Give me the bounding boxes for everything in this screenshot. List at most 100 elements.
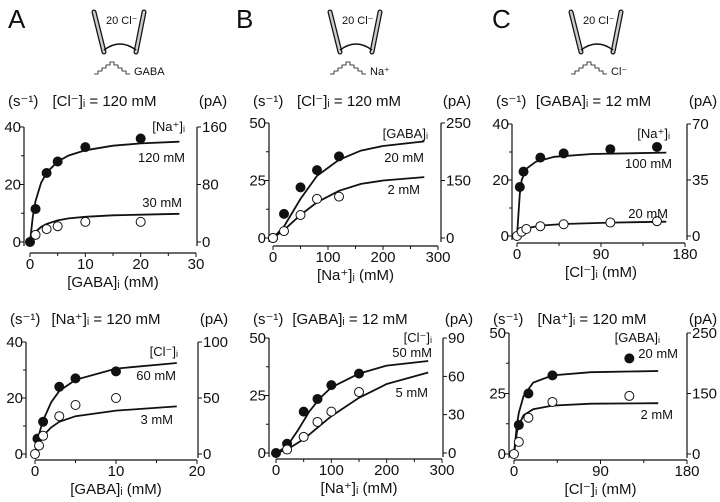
y2-tick-label: 150: [446, 173, 471, 190]
pipette-left-fill: [92, 10, 106, 54]
y2-tick-label: 0: [446, 230, 454, 247]
y2-tick-label: 90: [448, 330, 465, 347]
series-open: 2 mM: [509, 390, 673, 459]
data-point-open: [605, 217, 616, 228]
x-axis-label: [Cl⁻]ᵢ (mM): [565, 481, 637, 498]
x-axis-label: [Na⁺]ᵢ (mM): [317, 267, 394, 284]
fit-curve: [513, 402, 659, 455]
chart-panel: (s⁻¹) [Na⁺]ᵢ = 120 mM (pA) [Cl⁻]ᵢ (mM) 0 25 50…: [489, 311, 717, 498]
chart-panel: (s⁻¹) [GABA]ᵢ = 12 mM (pA) [Na⁺]ᵢ (mM) 0 25 50…: [249, 311, 473, 497]
x-tick-label: 10: [108, 463, 125, 480]
y-axis-unit-left: (s⁻¹): [253, 311, 283, 328]
chart-panel: (s⁻¹) [GABA]ᵢ = 12 mM (pA) [Cl⁻]ᵢ (mM) 0 20 40…: [492, 93, 717, 281]
series-filled: 20 mM: [513, 346, 678, 455]
data-point-open: [312, 416, 323, 427]
chart-panel: (s⁻¹) [Na⁺]ᵢ = 120 mM (pA)[GABA]ᵢ (mM)0204…: [6, 311, 228, 498]
data-point-open: [38, 430, 49, 441]
data-point-open: [298, 431, 309, 442]
y-tick-label: 40: [492, 116, 509, 133]
x-tick-label: 180: [674, 463, 699, 480]
y2-tick-label: 250: [446, 115, 471, 132]
panel-letter: A: [8, 4, 26, 34]
x-tick-label: 200: [374, 462, 399, 479]
x-tick-label: 200: [370, 249, 395, 266]
fit-curve: [29, 212, 180, 243]
data-point-filled: [624, 353, 635, 364]
data-point-open: [282, 444, 293, 455]
series-filled: 120 mM: [25, 133, 185, 247]
y-axis-unit-right: (pA): [689, 93, 717, 110]
y-axis-unit-right: (pA): [445, 311, 473, 328]
panel-letter: C: [492, 4, 511, 34]
data-point-filled: [279, 208, 289, 219]
membrane-patch-icon: [103, 43, 137, 51]
fit-curve: [275, 360, 429, 454]
x-tick-label: 0: [269, 249, 277, 266]
membrane-patch-icon: [339, 43, 373, 51]
membrane-patch-icon: [580, 43, 614, 51]
data-point-filled: [535, 152, 546, 163]
y-axis-unit-left: (s⁻¹): [8, 93, 38, 110]
legend-title: [GABA]ᵢ: [383, 126, 428, 141]
data-point-open: [135, 216, 146, 227]
legend-title: [Na⁺]ᵢ: [637, 126, 670, 141]
series-filled: 50 mM: [271, 345, 432, 458]
y-tick-label: 25: [489, 386, 506, 403]
x-tick-label: 100: [319, 462, 344, 479]
y-tick-label: 50: [249, 330, 266, 347]
series-label: 20 mM: [628, 206, 668, 221]
x-tick-label: 10: [77, 256, 94, 273]
fit-curve: [272, 140, 425, 239]
data-point-open: [326, 406, 337, 417]
pipette-right-fill: [134, 10, 146, 54]
series-filled: 100 mM: [514, 141, 672, 237]
condition-label: [GABA]ᵢ = 12 mM: [536, 93, 651, 110]
condition-label: [Cl⁻]ᵢ = 120 mM: [52, 93, 156, 110]
data-point-open: [523, 412, 534, 423]
condition-label: [Na⁺]ᵢ = 120 mM: [537, 311, 646, 328]
x-tick-label: 30: [188, 256, 205, 273]
data-point-filled: [52, 156, 63, 167]
concentration-steps-icon: [94, 61, 130, 75]
data-point-open: [535, 221, 546, 232]
y-axis-unit-right: (pA): [443, 93, 471, 110]
data-point-open: [547, 396, 558, 407]
y2-tick-label: 0: [448, 445, 456, 462]
series-open: 20 mM: [512, 206, 668, 241]
y-tick-label: 20: [4, 177, 21, 194]
y-tick-label: 25: [249, 388, 266, 405]
data-point-filled: [38, 416, 49, 427]
data-point-open: [295, 210, 306, 220]
series-label: 50 mM: [392, 345, 432, 360]
x-axis-label: [Na⁺]ᵢ (mM): [321, 480, 398, 497]
series-label: 20 mM: [384, 150, 424, 165]
y-tick-label: 50: [489, 325, 506, 342]
y2-tick-label: 0: [202, 234, 210, 251]
y2-tick-label: 80: [202, 177, 219, 194]
series-label: 20 mM: [638, 346, 678, 361]
chart-panel: (s⁻¹) [Cl⁻]ᵢ = 120 mM (pA) [Na⁺]ᵢ (mM) 0 25 50…: [249, 93, 471, 284]
pipette-label: 20 Cl⁻: [342, 15, 374, 27]
y2-tick-label: 70: [692, 116, 709, 133]
data-point-filled: [518, 166, 529, 177]
x-axis-label: [GABA]ᵢ (mM): [70, 481, 162, 498]
y-axis-unit-right: (pA): [200, 311, 228, 328]
y2-tick-label: 35: [692, 172, 709, 189]
y-tick-label: 0: [498, 446, 506, 463]
y-axis-unit-left: (s⁻¹): [253, 93, 283, 110]
y2-tick-label: 0: [692, 446, 700, 463]
series-filled: 60 mM: [32, 362, 177, 455]
data-point-filled: [652, 141, 662, 152]
data-point-filled: [30, 203, 41, 214]
panels: (s⁻¹) [Cl⁻]ᵢ = 120 mM (pA) [GABA]ᵢ (mM) 0 20 4…: [4, 93, 717, 498]
data-point-filled: [558, 148, 569, 159]
data-point-open: [513, 436, 524, 447]
data-point-filled: [547, 370, 558, 381]
y2-tick-label: 250: [692, 325, 717, 342]
y2-tick-label: 30: [448, 407, 465, 424]
series-label: 3 mM: [141, 412, 174, 427]
y-tick-label: 20: [6, 390, 23, 407]
chart-panel: (s⁻¹) [Cl⁻]ᵢ = 120 mM (pA) [GABA]ᵢ (mM) 0 20 4…: [4, 93, 227, 291]
data-point-filled: [312, 393, 323, 404]
data-point-filled: [605, 144, 616, 155]
